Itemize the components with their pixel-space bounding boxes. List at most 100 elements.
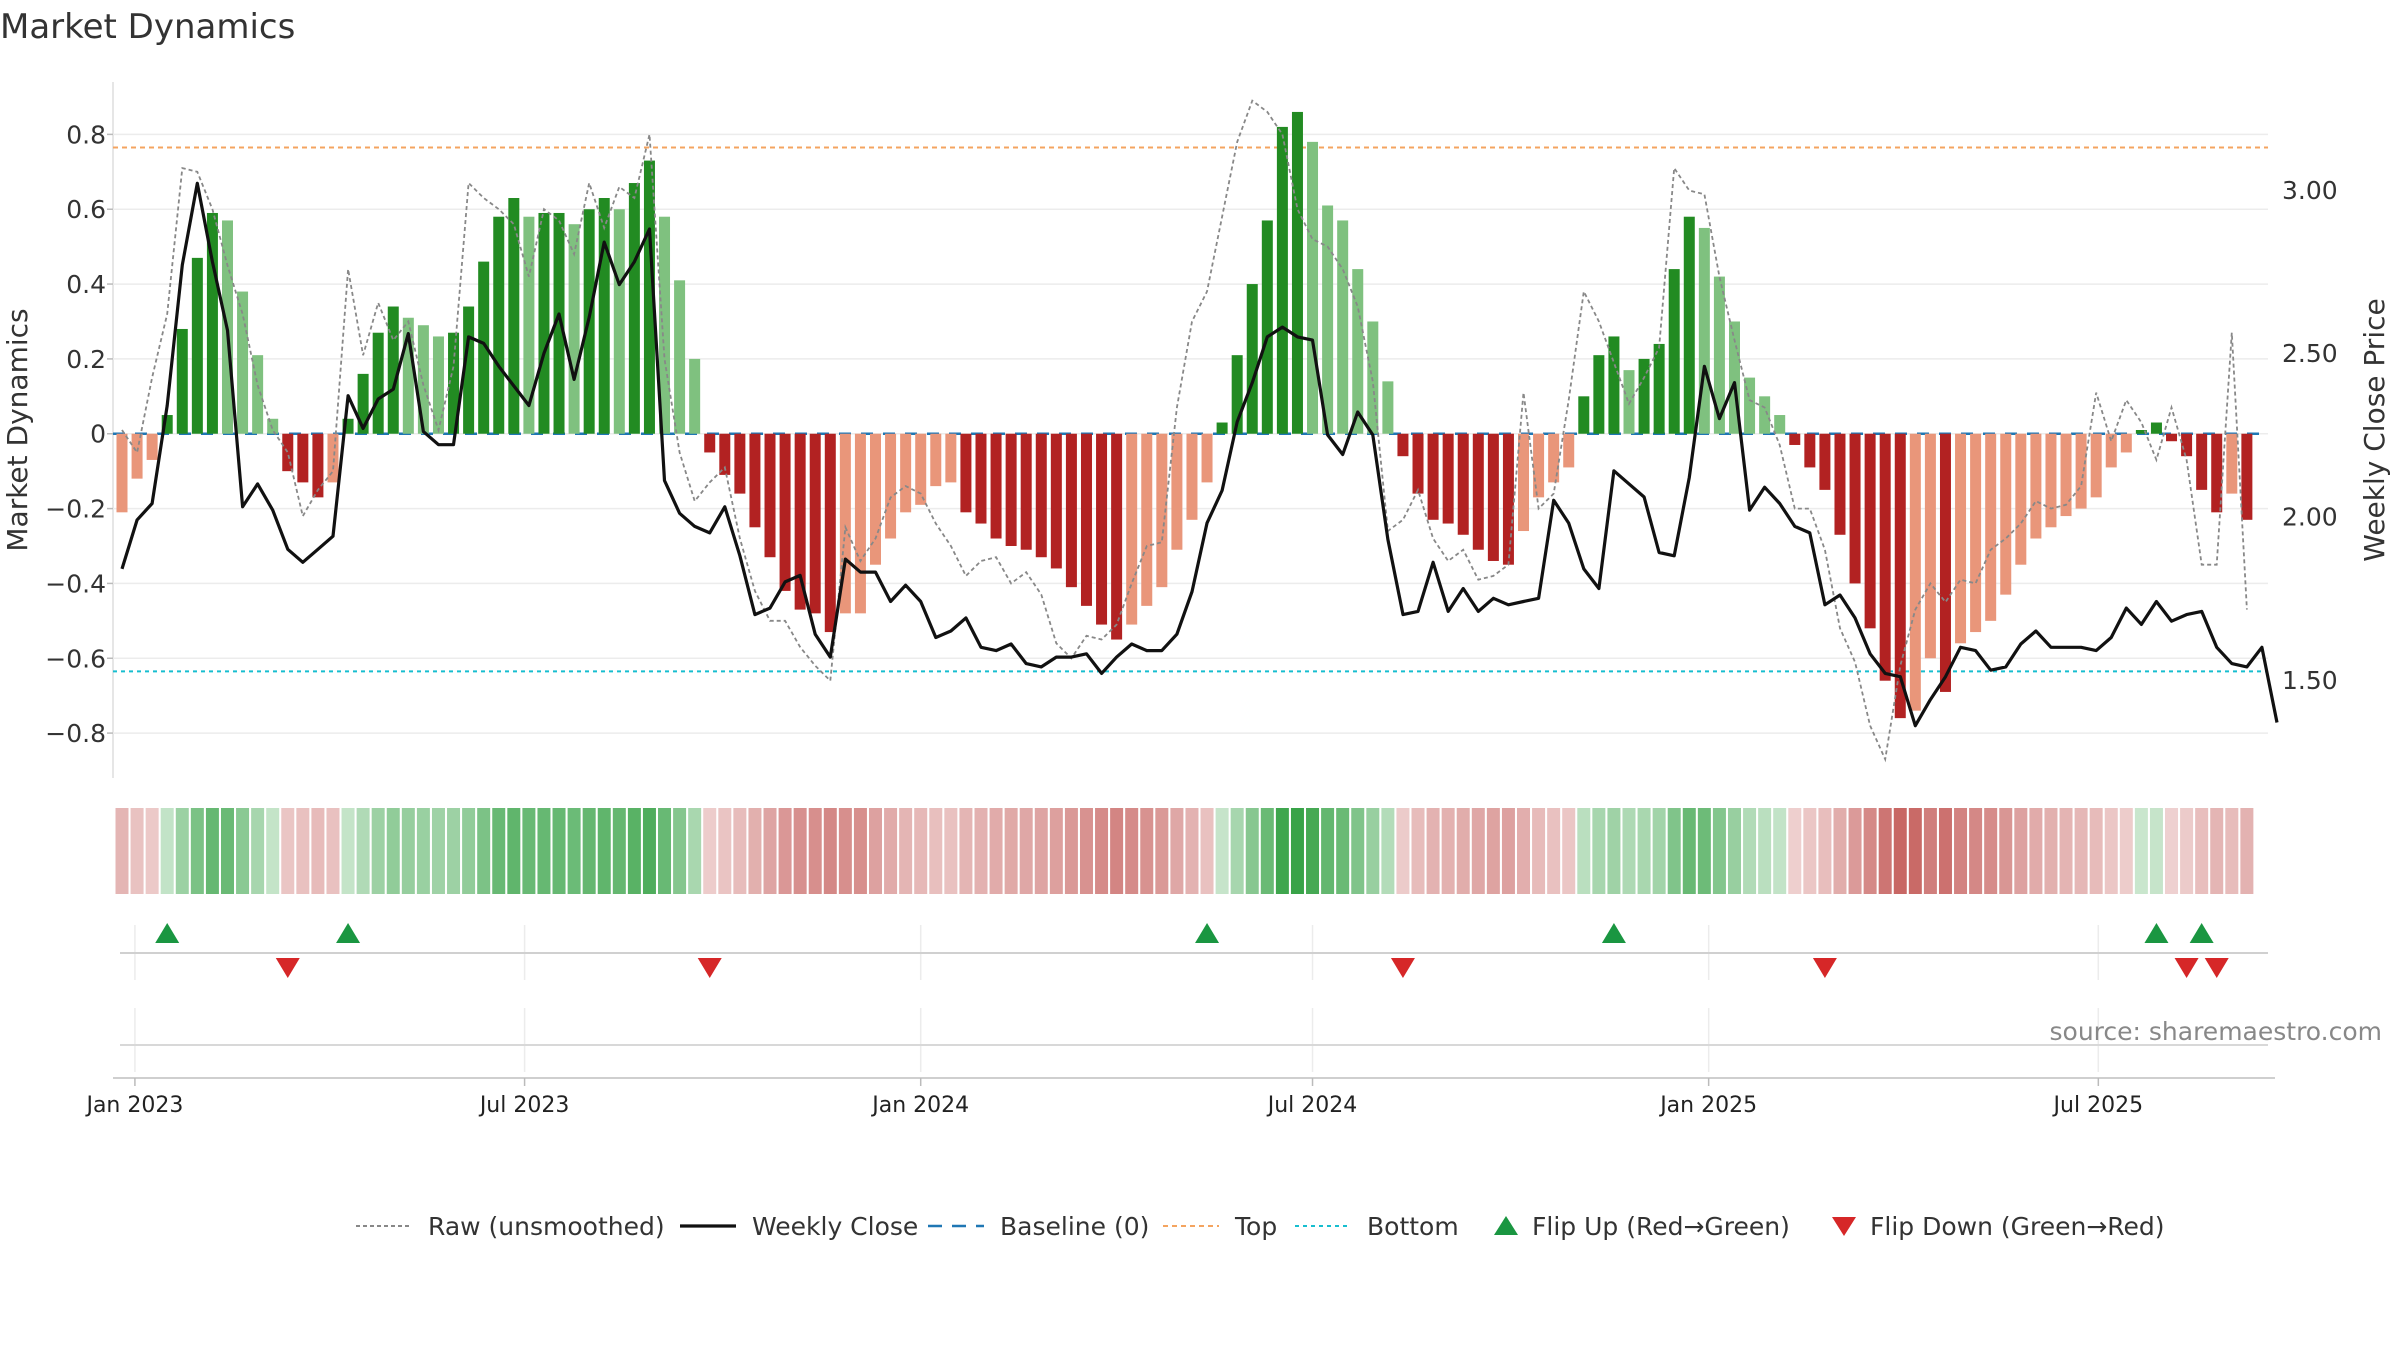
dynamics-bars bbox=[116, 111, 2253, 719]
flip-up-marker bbox=[2189, 923, 2214, 943]
regime-strip-cell bbox=[1682, 808, 1696, 894]
dynamics-bar bbox=[508, 198, 520, 434]
regime-strip-cell bbox=[1622, 808, 1636, 894]
regime-strip-cell bbox=[462, 808, 476, 894]
flip-down-marker bbox=[697, 958, 722, 978]
dynamics-bar bbox=[432, 336, 444, 434]
regime-strip-cell bbox=[522, 808, 536, 894]
dynamics-bar bbox=[2196, 433, 2208, 490]
dynamics-bar bbox=[1970, 433, 1982, 633]
dynamics-bar bbox=[2015, 433, 2027, 565]
dynamics-bar bbox=[2045, 433, 2057, 528]
dynamics-bar bbox=[1548, 433, 1560, 483]
regime-strip-cell bbox=[823, 808, 837, 894]
regime-strip-cell bbox=[1532, 808, 1546, 894]
regime-strip-cell bbox=[1486, 808, 1500, 894]
dynamics-bar bbox=[1141, 433, 1153, 606]
regime-strip-cell bbox=[1818, 808, 1832, 894]
dynamics-bar bbox=[945, 433, 957, 483]
regime-strip-cell bbox=[929, 808, 943, 894]
dynamics-bar bbox=[1819, 433, 1831, 490]
dynamics-bar bbox=[2090, 433, 2102, 498]
regime-strip-cell bbox=[115, 808, 129, 894]
dynamics-bar bbox=[1518, 433, 1530, 532]
dynamics-bar bbox=[1397, 433, 1409, 457]
regime-strip-cell bbox=[567, 808, 581, 894]
dynamics-bar bbox=[1789, 433, 1801, 445]
regime-strip-cell bbox=[1245, 808, 1259, 894]
regime-strip-cell bbox=[1547, 808, 1561, 894]
dynamics-bar bbox=[1728, 321, 1740, 434]
regime-strip-cell bbox=[989, 808, 1003, 894]
dynamics-bar bbox=[553, 212, 565, 434]
regime-strip-cell bbox=[1411, 808, 1425, 894]
dynamics-bar bbox=[1186, 433, 1198, 520]
dynamics-bar bbox=[1020, 433, 1032, 550]
y2-tick-label: 2.00 bbox=[2282, 503, 2338, 532]
regime-strip-cell bbox=[1833, 808, 1847, 894]
regime-strip-cell bbox=[1351, 808, 1365, 894]
y-tick-label: −0.8 bbox=[45, 719, 106, 748]
dynamics-bar bbox=[1744, 377, 1756, 434]
dynamics-bar bbox=[674, 280, 686, 434]
dynamics-bar bbox=[809, 433, 821, 614]
regime-strip-cell bbox=[371, 808, 385, 894]
regime-strip-cell bbox=[1712, 808, 1726, 894]
time-panel-grid bbox=[134, 1008, 2100, 1072]
dynamics-bar bbox=[854, 433, 866, 614]
dynamics-bar bbox=[628, 183, 640, 434]
regime-strip-cell bbox=[944, 808, 958, 894]
regime-strip-cell bbox=[838, 808, 852, 894]
y-tick-label: 0 bbox=[90, 420, 106, 449]
dynamics-bar bbox=[1955, 433, 1967, 644]
regime-strip-cell bbox=[326, 808, 340, 894]
regime-strip-cell bbox=[1878, 808, 1892, 894]
dynamics-bar bbox=[1322, 205, 1334, 434]
y2-tick-label: 1.50 bbox=[2282, 666, 2338, 695]
dynamics-bar bbox=[2060, 433, 2072, 517]
regime-strip-cell bbox=[507, 808, 521, 894]
regime-strip-cell bbox=[869, 808, 882, 894]
legend-label: Baseline (0) bbox=[1000, 1212, 1149, 1241]
regime-strip-cell bbox=[2149, 808, 2163, 894]
regime-strip-cell bbox=[341, 808, 355, 894]
y-tick-label: 0.8 bbox=[66, 120, 106, 149]
dynamics-bar bbox=[824, 433, 836, 633]
dynamics-bar bbox=[1879, 433, 1891, 681]
flip-panel bbox=[120, 923, 2268, 980]
regime-strip-cell bbox=[2210, 808, 2224, 894]
legend-flip-down-swatch bbox=[1832, 1217, 1856, 1236]
regime-strip-cell bbox=[793, 808, 807, 894]
dynamics-bar bbox=[1623, 370, 1635, 434]
dynamics-bar bbox=[689, 358, 701, 434]
dynamics-bar bbox=[643, 160, 655, 434]
regime-strip-cell bbox=[612, 808, 626, 894]
flip-markers bbox=[155, 923, 2229, 978]
dynamics-bar bbox=[417, 325, 429, 434]
dynamics-bar bbox=[493, 216, 505, 434]
dynamics-bar bbox=[568, 224, 580, 434]
regime-strip-cell bbox=[492, 808, 506, 894]
dynamics-bar bbox=[915, 433, 927, 505]
dynamics-bar bbox=[1487, 433, 1499, 561]
regime-strip-cell bbox=[1592, 808, 1606, 894]
legend-flip-up-swatch bbox=[1494, 1216, 1518, 1235]
y2-axis-label: Weekly Close Price bbox=[2358, 298, 2391, 561]
dynamics-bar bbox=[116, 433, 128, 513]
dynamics-bar bbox=[1563, 433, 1575, 468]
dynamics-bar bbox=[538, 212, 550, 434]
regime-strip-cell bbox=[401, 808, 415, 894]
regime-strip bbox=[115, 808, 2254, 894]
dynamics-bar bbox=[1909, 433, 1921, 711]
dynamics-bar bbox=[2166, 433, 2178, 442]
regime-strip-cell bbox=[1095, 808, 1109, 894]
regime-strip-cell bbox=[642, 808, 656, 894]
flip-down-marker bbox=[2204, 958, 2229, 978]
regime-strip-cell bbox=[884, 808, 898, 894]
dynamics-bar bbox=[1352, 269, 1364, 434]
regime-strip-cell bbox=[1954, 808, 1968, 894]
dynamics-bar bbox=[1985, 433, 1997, 621]
dynamics-bar bbox=[1261, 220, 1273, 434]
y-tick-label: −0.4 bbox=[45, 569, 106, 598]
dynamics-bar bbox=[2120, 433, 2132, 453]
